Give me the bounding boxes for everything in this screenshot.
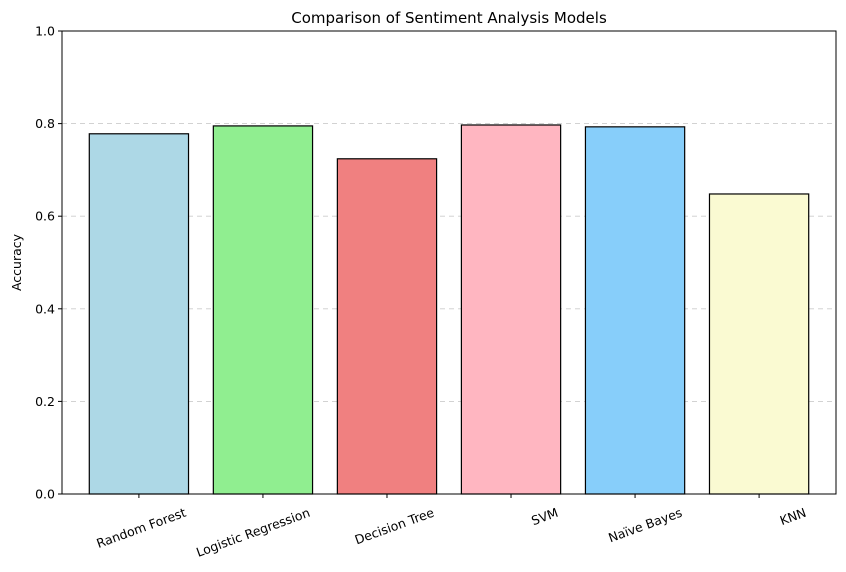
- x-tick-label: SVM: [529, 505, 560, 528]
- y-axis: 0.0 0.2 0.4 0.6 0.8 1.0: [35, 24, 62, 502]
- y-tick-label: 0.2: [35, 394, 55, 409]
- plot-frame: [61, 30, 837, 495]
- x-tick-label: KNN: [778, 505, 808, 528]
- bar: [88, 133, 190, 495]
- y-tick-label: 0.6: [35, 209, 55, 224]
- x-tick-label: Random Forest: [94, 505, 188, 551]
- bar: [708, 193, 810, 495]
- bar: [212, 125, 314, 495]
- y-tick-label: 1.0: [35, 24, 55, 39]
- y-axis-label: Accuracy: [9, 233, 24, 291]
- y-tick-label: 0.4: [35, 301, 55, 316]
- x-tick-label: Logistic Regression: [194, 505, 312, 560]
- y-tick-label: 0.8: [35, 116, 55, 131]
- x-tick-label: Decision Tree: [353, 505, 437, 548]
- bar: [460, 124, 562, 495]
- y-tick-label: 0.0: [35, 487, 55, 502]
- chart-title: Comparison of Sentiment Analysis Models: [291, 9, 607, 27]
- x-tick-label: Naïve Bayes: [606, 505, 684, 546]
- bars: [88, 124, 810, 495]
- x-axis: Random Forest Logistic Regression Decision…: [94, 494, 808, 560]
- bar: [584, 126, 686, 495]
- bar: [336, 158, 438, 495]
- grid-lines: [62, 123, 836, 402]
